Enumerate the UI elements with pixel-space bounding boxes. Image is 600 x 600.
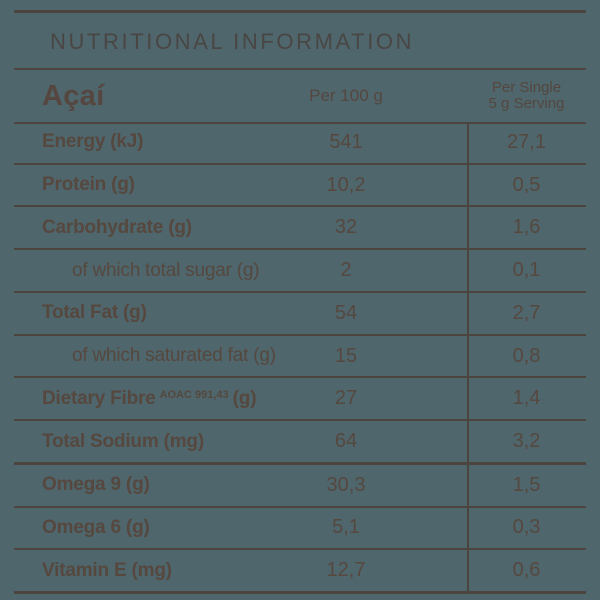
value-per-serving: 0,5 xyxy=(512,173,541,196)
nutrient-row: Energy (kJ) 541 27,1 xyxy=(14,122,586,165)
nutrient-row: Total Sodium (mg) 64 3,2 xyxy=(14,421,586,465)
nutrient-row: Total Fat (g) 54 2,7 xyxy=(14,293,586,336)
top-rule xyxy=(14,10,586,13)
value-per-100g: 54 xyxy=(334,301,358,324)
nutrient-row: Dietary Fibre AOAC 991,43 (g) 27 1,4 xyxy=(14,378,586,422)
value-per-serving: 0,1 xyxy=(512,259,541,282)
value-per-100g: 32 xyxy=(334,216,358,239)
value-per-serving: 1,4 xyxy=(512,387,541,410)
nutrient-row: Carbohydrate (g) 32 1,6 xyxy=(14,207,586,251)
nutrient-row: of which saturated fat (g) 15 0,8 xyxy=(14,336,586,379)
value-per-serving: 0,8 xyxy=(512,344,541,367)
title-bottom-rule xyxy=(14,68,586,70)
nutrient-label-text: Omega 9 (g) xyxy=(42,474,150,496)
title-band: NUTRITIONAL INFORMATION xyxy=(50,22,414,62)
nutrient-label: Dietary Fibre AOAC 991,43 (g) xyxy=(14,388,287,410)
nutrient-label-text: Omega 6 (g) xyxy=(42,516,150,538)
table-body: Energy (kJ) 541 27,1 Protein (g) 10,2 0,… xyxy=(14,122,586,595)
nutrient-label-text: of which total sugar (g) xyxy=(72,259,260,281)
nutrient-label: Protein (g) xyxy=(14,174,287,196)
column-header-per-serving-line1: Per Single xyxy=(491,79,562,96)
nutrient-label-text: Dietary Fibre xyxy=(42,387,156,409)
nutrient-row: Vitamin E (mg) 12,7 0,6 xyxy=(14,550,586,595)
nutrient-label: Omega 9 (g) xyxy=(14,474,287,496)
value-per-serving: 0,6 xyxy=(512,559,541,582)
nutrient-label: Vitamin E (mg) xyxy=(14,560,287,582)
value-per-serving: 0,3 xyxy=(512,516,541,539)
table-header-row: Açaí Per 100 g Per Single 5 g Serving xyxy=(14,70,586,124)
nutrient-label-unit: (g) xyxy=(232,387,257,409)
column-header-per-serving-line2: 5 g Serving xyxy=(488,95,565,112)
nutrient-label: Total Fat (g) xyxy=(14,302,287,324)
nutrient-row: Protein (g) 10,2 0,5 xyxy=(14,165,586,208)
value-per-100g: 27 xyxy=(334,387,358,410)
nutrient-label-text: of which saturated fat (g) xyxy=(72,345,276,367)
nutrient-row: Omega 9 (g) 30,3 1,5 xyxy=(14,465,586,508)
nutrient-label-superscript: AOAC 991,43 xyxy=(159,388,229,401)
column-header-per-serving: Per Single 5 g Serving xyxy=(467,80,586,112)
product-name: Açaí xyxy=(42,79,105,112)
nutrient-label-text: Carbohydrate (g) xyxy=(42,216,192,238)
value-per-100g: 12,7 xyxy=(326,559,366,582)
nutrient-label-text: Total Sodium (mg) xyxy=(42,430,204,452)
column-header-per-100g: Per 100 g xyxy=(309,86,383,105)
value-per-100g: 541 xyxy=(329,130,363,153)
nutrient-label-text: Protein (g) xyxy=(42,174,135,196)
value-per-100g: 30,3 xyxy=(326,473,366,496)
nutrient-row: of which total sugar (g) 2 0,1 xyxy=(14,250,586,293)
value-per-100g: 15 xyxy=(334,344,358,367)
nutrient-label: Energy (kJ) xyxy=(14,131,287,153)
nutrient-label-text: Energy (kJ) xyxy=(42,131,144,153)
value-per-serving: 1,5 xyxy=(512,473,541,496)
value-per-100g: 5,1 xyxy=(332,516,360,539)
value-per-serving: 3,2 xyxy=(512,430,541,452)
value-per-100g: 64 xyxy=(334,430,358,452)
column-divider-line xyxy=(467,122,469,594)
value-per-100g: 10,2 xyxy=(326,173,366,196)
value-per-100g: 2 xyxy=(340,259,352,282)
nutrient-label-text: Total Fat (g) xyxy=(42,302,147,324)
value-per-serving: 1,6 xyxy=(512,216,541,239)
value-per-serving: 2,7 xyxy=(512,301,541,324)
nutrient-label: Total Sodium (mg) xyxy=(14,431,287,453)
value-per-serving: 27,1 xyxy=(507,130,546,153)
nutrient-label-text: Vitamin E (mg) xyxy=(42,559,172,581)
nutrient-row: Omega 6 (g) 5,1 0,3 xyxy=(14,508,586,551)
nutrient-label: of which saturated fat (g) xyxy=(14,345,287,367)
page-title: NUTRITIONAL INFORMATION xyxy=(50,29,415,54)
nutrient-label: of which total sugar (g) xyxy=(14,260,287,282)
nutrient-label: Carbohydrate (g) xyxy=(14,217,287,239)
nutrient-label: Omega 6 (g) xyxy=(14,517,287,539)
